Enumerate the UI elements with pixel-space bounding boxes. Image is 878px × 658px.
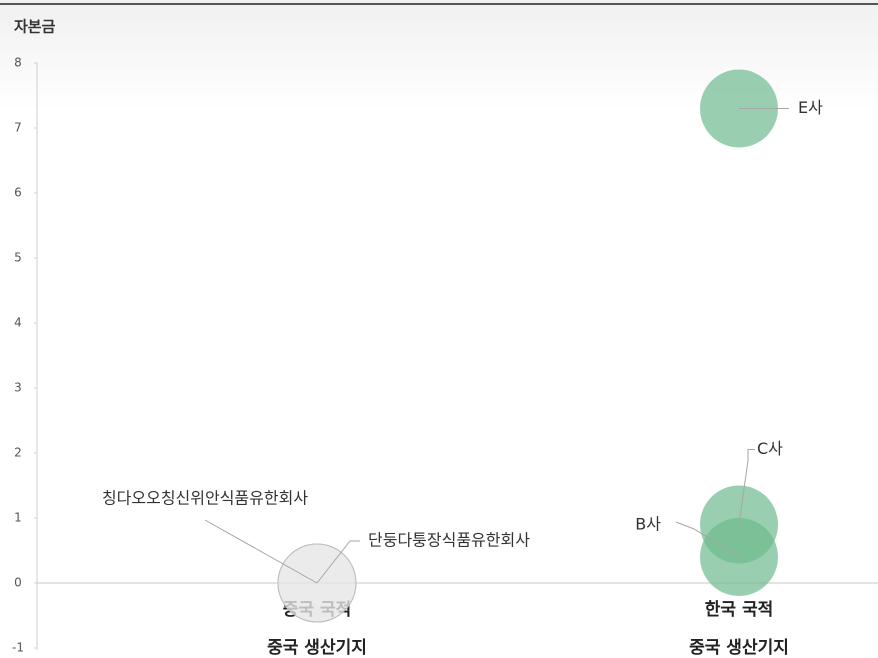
y-tick-label: 3 bbox=[14, 381, 22, 395]
data-label: 단둥다퉁장식품유한회사 bbox=[368, 531, 530, 550]
y-tick-label: 6 bbox=[14, 186, 22, 200]
y-tick-label: 4 bbox=[14, 316, 22, 330]
y-tick-label: 5 bbox=[14, 251, 22, 265]
y-tick-label: 0 bbox=[14, 576, 22, 590]
x-category-label: 중국 생산기지 bbox=[689, 638, 789, 658]
leader-line bbox=[204, 519, 318, 584]
data-label: B사 bbox=[635, 515, 661, 534]
data-label: C사 bbox=[757, 439, 783, 458]
leader-line bbox=[738, 449, 755, 525]
data-label: 칭다오오칭신위안식품유한회사 bbox=[102, 489, 308, 508]
leader-line bbox=[675, 521, 740, 558]
y-axis-label: 자본금 bbox=[14, 18, 56, 36]
y-tick-label: 2 bbox=[14, 446, 22, 460]
y-tick-label: -1 bbox=[12, 641, 24, 655]
y-tick-label: 8 bbox=[14, 56, 22, 70]
y-tick-label: 1 bbox=[14, 511, 22, 525]
y-tick-label: 7 bbox=[14, 121, 22, 135]
leader-line bbox=[316, 540, 360, 584]
x-category-label: 한국 국적 bbox=[705, 600, 773, 620]
x-category-label: 중국 생산기지 bbox=[267, 638, 367, 658]
data-label: E사 bbox=[798, 98, 823, 117]
